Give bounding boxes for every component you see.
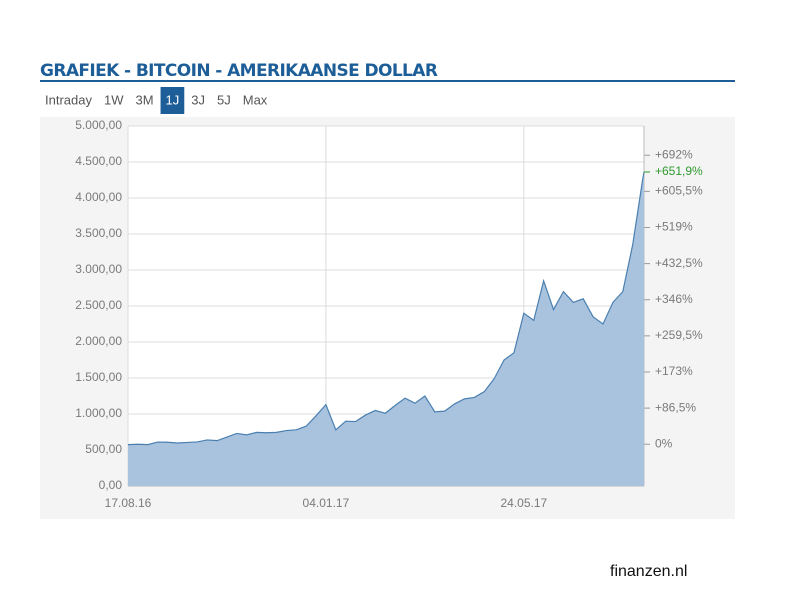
tab[interactable]: 1W (104, 92, 124, 107)
current-label: +651,9% (655, 164, 703, 178)
chart-title: GRAFIEK - BITCOIN - AMERIKAANSE DOLLAR (40, 61, 438, 81)
x-tick-label: 24.05.17 (500, 496, 547, 510)
y2-tick-label: +432,5% (655, 256, 703, 270)
y-tick-label: 0,00 (99, 478, 123, 492)
y2-tick-label: +346% (655, 292, 693, 306)
y-tick-label: 1.500,00 (75, 370, 122, 384)
y2-tick-label: +605,5% (655, 184, 703, 198)
tab-active-bg (160, 87, 185, 114)
tab-label: 1J (166, 92, 180, 107)
plot: 0,00 500,00 1.000,00 1.500,00 2.000,00 2.500,… (75, 118, 703, 510)
y-tick-label: 5.000,00 (75, 118, 122, 132)
y-tick-label: 1.000,00 (75, 406, 122, 420)
y-tick-label: 3.000,00 (75, 262, 122, 276)
y-tick-label: 4.000,00 (75, 190, 122, 204)
tab-label: Intraday (45, 92, 92, 107)
y2-tick-label: 0% (655, 436, 673, 450)
tab-bar: Intraday 1W 3M 1J 3J 5J Max (45, 87, 268, 114)
tab-label: 5J (217, 92, 231, 107)
tab-label: 1W (104, 92, 124, 107)
y-tick-label: 4.500,00 (75, 154, 122, 168)
tab-label: Max (243, 92, 268, 107)
tab[interactable]: 1J (160, 87, 185, 114)
line (127, 171, 645, 446)
y-tick-label: 2.500,00 (75, 298, 122, 312)
tab[interactable]: Max (243, 92, 268, 107)
y-tick-label: 2.000,00 (75, 334, 122, 348)
source: finanzen.nl (610, 563, 687, 580)
y2-tick-label: +86,5% (655, 400, 696, 414)
y-tick-label: 500,00 (85, 442, 122, 456)
y2-tick-label: +173% (655, 364, 693, 378)
y-tick-label: 3.500,00 (75, 226, 122, 240)
tab[interactable]: 5J (217, 92, 231, 107)
tab[interactable]: 3J (191, 92, 205, 107)
y2-tick-label: +692% (655, 147, 693, 161)
x-tick-label: 17.08.16 (105, 496, 152, 510)
y2-tick-label: +259,5% (655, 328, 703, 342)
tab[interactable]: 3M (135, 92, 153, 107)
tab[interactable]: Intraday (45, 92, 92, 107)
y2-tick-label: +519% (655, 220, 693, 234)
area (128, 172, 644, 486)
tab-label: 3J (191, 92, 205, 107)
tab-label: 3M (135, 92, 153, 107)
x-tick-label: 04.01.17 (303, 496, 350, 510)
